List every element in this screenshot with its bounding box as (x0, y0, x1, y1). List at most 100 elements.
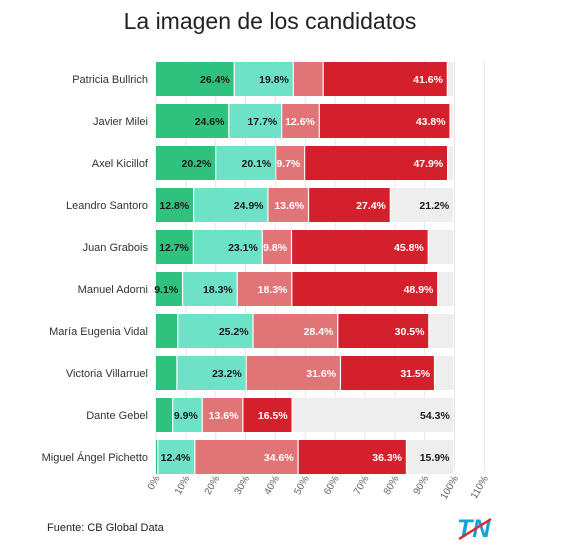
category-label: María Eugenia Vidal (49, 326, 148, 338)
x-tick-label: 10% (173, 474, 193, 497)
bar-segment (450, 104, 454, 138)
source-note: Fuente: CB Global Data (47, 522, 164, 534)
bar-segment (173, 398, 202, 432)
data-label: 12.6% (285, 116, 315, 128)
data-label: 9.8% (263, 242, 288, 254)
data-label: 12.4% (161, 452, 191, 464)
bar-segment (390, 188, 454, 222)
bar-segment (156, 146, 216, 180)
bar-segment (253, 314, 338, 348)
x-tick-label: 0% (146, 474, 163, 492)
data-label: 18.3% (203, 284, 233, 296)
data-label: 13.6% (274, 200, 304, 212)
x-tick-label: 90% (412, 474, 432, 497)
bar-segment (338, 314, 429, 348)
x-tick-label: 50% (292, 474, 312, 497)
x-tick-label: 60% (322, 474, 342, 497)
bar-segment (435, 356, 454, 390)
bar-segment (246, 356, 340, 390)
x-tick-label: 20% (203, 474, 223, 497)
data-label: 20.1% (242, 158, 272, 170)
data-label: 13.6% (209, 410, 239, 422)
bar-segment (194, 188, 268, 222)
category-label: Manuel Adorni (78, 284, 148, 296)
data-label: 27.4% (356, 200, 386, 212)
bar-segment (293, 62, 323, 96)
chart-title: La imagen de los candidatos (123, 8, 417, 34)
x-tick-label: 70% (352, 474, 372, 497)
bar-segment (156, 62, 234, 96)
data-label: 48.9% (404, 284, 434, 296)
bar-segment (237, 272, 292, 306)
bar-segment (298, 440, 406, 474)
x-axis-ticks: 0% 10% 20% 30% 40% 50% 60% 70% 80% 90% 100% 110% (146, 474, 491, 502)
x-tick-label: 40% (262, 474, 282, 497)
bar-segment (341, 356, 434, 390)
category-label: Patricia Bullrich (72, 74, 148, 86)
bar-segment (305, 146, 448, 180)
data-label: 28.4% (304, 326, 334, 338)
data-label: 43.8% (416, 116, 446, 128)
data-label: 47.9% (413, 158, 443, 170)
data-label: 20.2% (182, 158, 212, 170)
data-label: 25.2% (219, 326, 249, 338)
data-label: 24.6% (195, 116, 225, 128)
data-label: 17.7% (247, 116, 277, 128)
bar-segment (156, 272, 182, 306)
bar-segment (156, 188, 194, 222)
bar-segment (156, 356, 177, 390)
data-label: 12.7% (159, 242, 189, 254)
bars: 26.4% 19.8% 41.6% 24.6% 17.7% 12.6% 43.8% 20.2%… (154, 62, 454, 474)
data-label: 24.9% (234, 200, 264, 212)
category-label: Miguel Ángel Pichetto (42, 451, 148, 464)
bar-segment (193, 230, 262, 264)
data-label: 18.3% (258, 284, 288, 296)
bar-segment (292, 230, 428, 264)
bar-segment (429, 314, 454, 348)
x-tick-label: 30% (233, 474, 253, 497)
data-label: 34.6% (264, 452, 294, 464)
bar-segment (234, 62, 293, 96)
category-label: Juan Grabois (83, 242, 149, 254)
data-label: 19.8% (259, 74, 289, 86)
data-label: 9.7% (276, 158, 301, 170)
bar-segment (183, 272, 237, 306)
bar-segment (216, 146, 276, 180)
category-label: Victoria Villarruel (66, 368, 148, 380)
bar-segment (428, 230, 454, 264)
bar-segment (156, 104, 229, 138)
bar-segment (323, 62, 447, 96)
data-label: 41.6% (413, 74, 443, 86)
data-label: 9.1% (154, 284, 179, 296)
data-label: 23.2% (212, 368, 242, 380)
x-tick-label: 110% (469, 474, 491, 501)
data-label: 36.3% (372, 452, 402, 464)
bar-segment (156, 230, 193, 264)
bar-segment (262, 230, 291, 264)
bar-segment (448, 146, 454, 180)
bar-segment (229, 104, 282, 138)
bar-segment (243, 398, 292, 432)
bar-segment (158, 440, 195, 474)
data-label: 23.1% (228, 242, 258, 254)
category-label: Leandro Santoro (66, 200, 148, 212)
bar-segment (202, 398, 243, 432)
bar-segment (292, 398, 454, 432)
tn-logo-accent (458, 517, 492, 541)
bar-segment (282, 104, 319, 138)
category-label: Javier Milei (93, 116, 148, 128)
bar-segment (447, 62, 454, 96)
data-label: 31.6% (306, 368, 336, 380)
data-label: 16.5% (258, 410, 288, 422)
bar-segment (156, 314, 178, 348)
bar-segment (177, 356, 246, 390)
bar-segment (276, 146, 305, 180)
bar-segment (156, 398, 173, 432)
data-label: 21.2% (419, 200, 449, 212)
category-labels: Patricia Bullrich Javier Milei Axel Kicill… (42, 74, 149, 464)
bar-segment (268, 188, 308, 222)
bar-segment (407, 440, 454, 474)
x-tick-label: 100% (439, 474, 461, 502)
tn-logo: TN (457, 515, 492, 541)
